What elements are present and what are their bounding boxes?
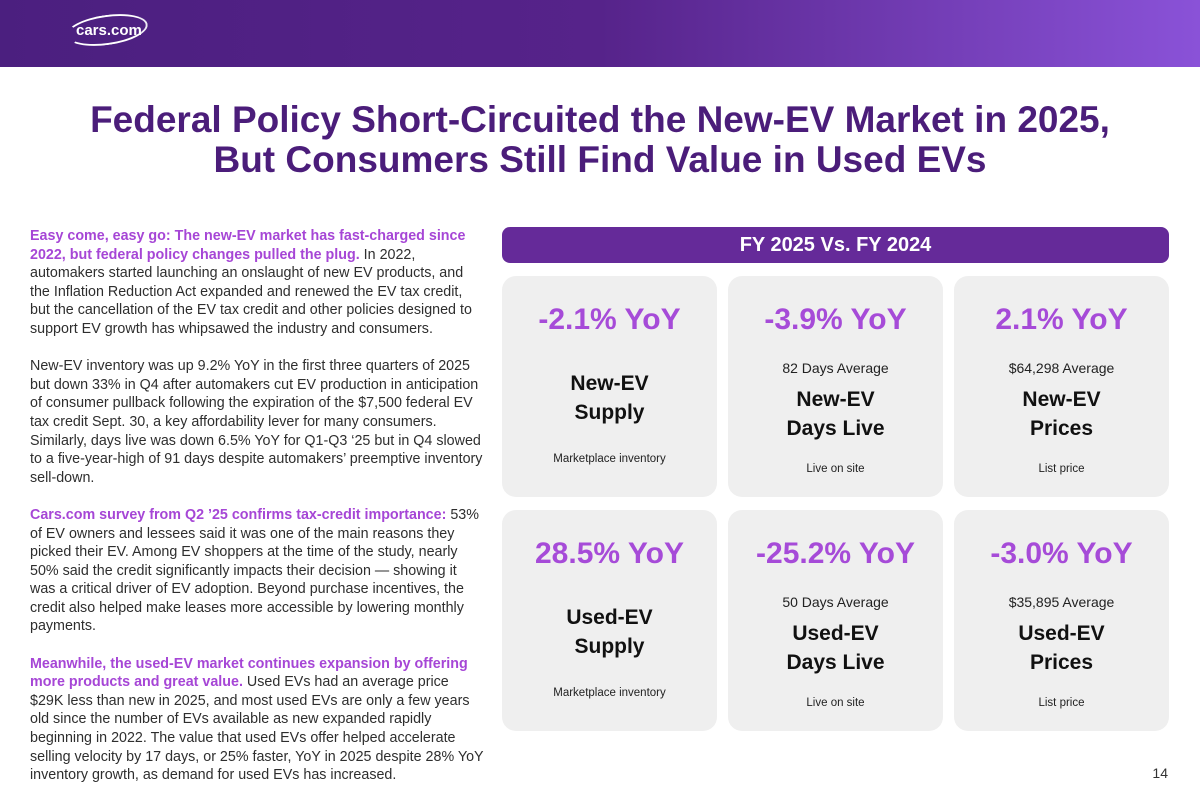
stat-card: 2.1% YoY $64,298 Average New-EV Prices List … [954, 276, 1169, 497]
card-caption: Marketplace inventory [553, 687, 666, 699]
paragraph-text: In 2022, automakers started launching an… [30, 246, 472, 337]
yoy-value: -25.2% YoY [756, 537, 915, 570]
card-title: New-EV Days Live [728, 385, 943, 443]
card-title: New-EV Prices [954, 385, 1169, 443]
average-value: $64,298 Average [1008, 360, 1115, 376]
body-text: Easy come, easy go: The new-EV market ha… [30, 227, 485, 803]
stat-card: -3.0% YoY $35,895 Average Used-EV Prices Lis… [954, 510, 1169, 731]
paragraph: Easy come, easy go: The new-EV market ha… [30, 227, 485, 339]
card-title-line: New-EV [570, 372, 649, 395]
average-value: $35,895 Average [1008, 594, 1115, 610]
stat-card: -2.1% YoY New-EV Supply Marketplace invento… [502, 276, 717, 497]
title-line-1: Federal Policy Short-Circuited the New-E… [90, 99, 1110, 140]
yoy-value: -2.1% YoY [538, 303, 681, 336]
card-title-line: Used-EV [1018, 622, 1105, 645]
card-caption: Live on site [806, 697, 865, 709]
comparison-banner: FY 2025 Vs. FY 2024 [502, 227, 1169, 263]
stat-card: -25.2% YoY 50 Days Average Used-EV Days Liv… [728, 510, 943, 731]
card-title-line: Prices [1029, 417, 1094, 440]
paragraph-text: New-EV inventory was up 9.2% YoY in the … [30, 358, 483, 486]
card-title-line: Days Live [786, 417, 885, 440]
cars-com-logo[interactable]: cars.com [64, 9, 150, 51]
card-title-line: New-EV [796, 388, 875, 411]
paragraph-lead: Meanwhile, the used-EV market continues … [30, 655, 468, 691]
paragraph: Meanwhile, the used-EV market continues … [30, 655, 485, 785]
yoy-value: -3.0% YoY [990, 537, 1133, 570]
card-title-line: Days Live [786, 651, 885, 674]
paragraph-text: 53% of EV owners and lessees said it was… [30, 506, 479, 635]
paragraph-lead: Easy come, easy go: The new-EV market ha… [30, 228, 466, 263]
card-caption: Live on site [806, 463, 865, 475]
stat-card: -3.9% YoY 82 Days Average New-EV Days Live L… [728, 276, 943, 497]
card-caption: List price [1038, 697, 1085, 709]
yoy-value: 28.5% YoY [535, 537, 684, 570]
card-title: Used-EV Prices [954, 619, 1169, 677]
card-title-line: Used-EV [792, 622, 879, 645]
page-number: 14 [1152, 765, 1168, 781]
card-title-line: Used-EV [566, 606, 653, 629]
card-title: New-EV Supply [502, 369, 717, 427]
card-title-line: Supply [574, 401, 645, 424]
card-title-line: Prices [1029, 651, 1094, 674]
card-title: Used-EV Days Live [728, 619, 943, 677]
average-value: 82 Days Average [782, 360, 889, 376]
yoy-value: -3.9% YoY [764, 303, 907, 336]
average-value: 50 Days Average [782, 594, 889, 610]
title-line-2: But Consumers Still Find Value in Used E… [213, 139, 987, 180]
card-caption: List price [1038, 463, 1085, 475]
card-title-line: Supply [574, 635, 645, 658]
stat-card: 28.5% YoY Used-EV Supply Marketplace invent… [502, 510, 717, 731]
paragraph-text: Used EVs had an average price $29K less … [30, 674, 484, 784]
page-title: Federal Policy Short-Circuited the New-E… [0, 100, 1200, 180]
paragraph: Cars.com survey from Q2 ’25 confirms tax… [30, 506, 485, 636]
header-bar: cars.com [0, 0, 1200, 67]
yoy-value: 2.1% YoY [995, 303, 1128, 336]
paragraph-lead: Cars.com survey from Q2 ’25 confirms tax… [30, 506, 447, 523]
paragraph: New-EV inventory was up 9.2% YoY in the … [30, 357, 485, 487]
card-title-line: New-EV [1022, 388, 1101, 411]
card-caption: Marketplace inventory [553, 453, 666, 465]
logo-text: cars.com [76, 22, 142, 39]
card-title: Used-EV Supply [502, 603, 717, 661]
